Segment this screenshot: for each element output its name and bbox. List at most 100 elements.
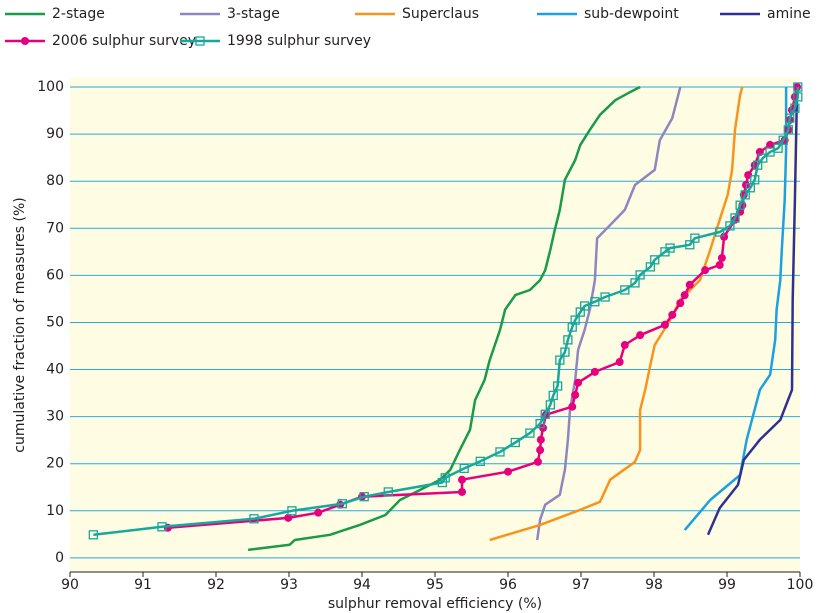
legend-label: amine bbox=[767, 6, 811, 22]
data-point bbox=[458, 475, 467, 484]
data-point bbox=[504, 467, 512, 476]
data-point bbox=[620, 285, 630, 295]
data-point bbox=[359, 492, 369, 502]
data-point bbox=[750, 175, 760, 185]
legend-label: 2006 sulphur survey bbox=[52, 33, 196, 49]
data-point bbox=[690, 233, 700, 243]
y-tick-label: 40 bbox=[46, 362, 64, 378]
data-point bbox=[574, 378, 583, 387]
data-point bbox=[459, 463, 469, 474]
data-point bbox=[753, 160, 763, 170]
x-tick-label: 92 bbox=[207, 577, 225, 593]
x-tick-label: 100 bbox=[787, 577, 814, 593]
data-point bbox=[600, 292, 610, 302]
data-point bbox=[785, 113, 795, 123]
data-point bbox=[790, 103, 800, 113]
data-point bbox=[545, 400, 555, 410]
legend-label: 1998 sulphur survey bbox=[227, 33, 371, 49]
x-tick-label: 95 bbox=[426, 577, 444, 593]
data-point bbox=[636, 331, 645, 340]
data-point bbox=[157, 522, 167, 532]
y-tick-label: 60 bbox=[46, 267, 64, 283]
data-point bbox=[535, 419, 545, 429]
y-tick-label: 80 bbox=[46, 173, 64, 189]
data-point bbox=[773, 143, 783, 153]
y-tick-label: 20 bbox=[46, 456, 64, 472]
x-tick-label: 96 bbox=[499, 577, 517, 593]
data-point bbox=[668, 310, 677, 319]
data-point bbox=[720, 232, 729, 241]
x-tick-label: 90 bbox=[61, 577, 79, 593]
data-point bbox=[337, 499, 347, 509]
data-point bbox=[766, 140, 775, 149]
plot-background bbox=[70, 77, 800, 572]
data-point bbox=[676, 299, 685, 308]
x-tick-label: 98 bbox=[645, 577, 663, 593]
legend-marker bbox=[21, 37, 29, 45]
data-point bbox=[287, 506, 297, 516]
data-point bbox=[793, 92, 803, 102]
data-point bbox=[580, 301, 590, 311]
y-axis-label: cumulative fraction of measures (%) bbox=[12, 197, 28, 452]
data-point bbox=[570, 315, 580, 325]
data-point bbox=[495, 447, 505, 457]
data-point bbox=[755, 147, 764, 156]
data-point bbox=[660, 320, 669, 329]
data-point bbox=[563, 335, 573, 345]
data-point bbox=[783, 125, 793, 135]
series-line bbox=[706, 86, 799, 536]
data-point bbox=[630, 278, 640, 288]
data-point bbox=[571, 390, 580, 399]
data-point bbox=[740, 190, 750, 200]
data-point bbox=[533, 457, 542, 466]
data-point bbox=[701, 266, 710, 275]
x-tick-label: 97 bbox=[572, 577, 590, 593]
data-point bbox=[567, 322, 577, 332]
legend-label: sub-dewpoint bbox=[584, 6, 679, 22]
x-axis-label: sulphur removal efficiency (%) bbox=[328, 596, 542, 612]
data-point bbox=[249, 514, 259, 524]
legend-marker bbox=[195, 36, 205, 46]
data-point bbox=[778, 135, 788, 145]
data-point bbox=[314, 508, 323, 517]
data-point bbox=[555, 355, 565, 365]
data-point bbox=[685, 240, 695, 250]
y-tick-label: 50 bbox=[46, 314, 64, 330]
data-point bbox=[540, 409, 550, 419]
x-tick-label: 93 bbox=[280, 577, 298, 593]
x-tick-label: 91 bbox=[134, 577, 152, 593]
data-point bbox=[680, 291, 689, 300]
x-tick-label: 99 bbox=[718, 577, 736, 593]
y-tick-label: 100 bbox=[37, 79, 64, 95]
y-tick-label: 70 bbox=[46, 220, 64, 236]
y-tick-label: 30 bbox=[46, 409, 64, 425]
legend-label: 3-stage bbox=[227, 6, 280, 22]
data-point bbox=[685, 280, 694, 289]
y-tick-label: 10 bbox=[46, 503, 64, 519]
data-point bbox=[730, 213, 740, 223]
data-point bbox=[525, 428, 535, 438]
data-point bbox=[383, 487, 393, 497]
data-point bbox=[715, 261, 724, 270]
series-line bbox=[489, 86, 744, 542]
legend-label: Superclaus bbox=[402, 6, 479, 22]
series-line bbox=[535, 86, 682, 541]
data-point bbox=[620, 341, 629, 350]
data-point bbox=[560, 347, 570, 357]
x-tick-label: 94 bbox=[353, 577, 371, 593]
data-point bbox=[548, 390, 558, 401]
data-point bbox=[568, 402, 577, 411]
data-point bbox=[475, 456, 485, 466]
data-point bbox=[284, 513, 293, 522]
y-tick-label: 90 bbox=[46, 126, 64, 142]
data-point bbox=[793, 82, 803, 92]
data-point bbox=[725, 221, 735, 231]
data-point bbox=[536, 435, 545, 444]
data-point bbox=[758, 153, 768, 163]
data-point bbox=[590, 367, 599, 376]
data-point bbox=[665, 243, 675, 253]
data-point bbox=[635, 270, 645, 280]
data-point bbox=[650, 255, 660, 265]
data-point bbox=[735, 200, 745, 210]
